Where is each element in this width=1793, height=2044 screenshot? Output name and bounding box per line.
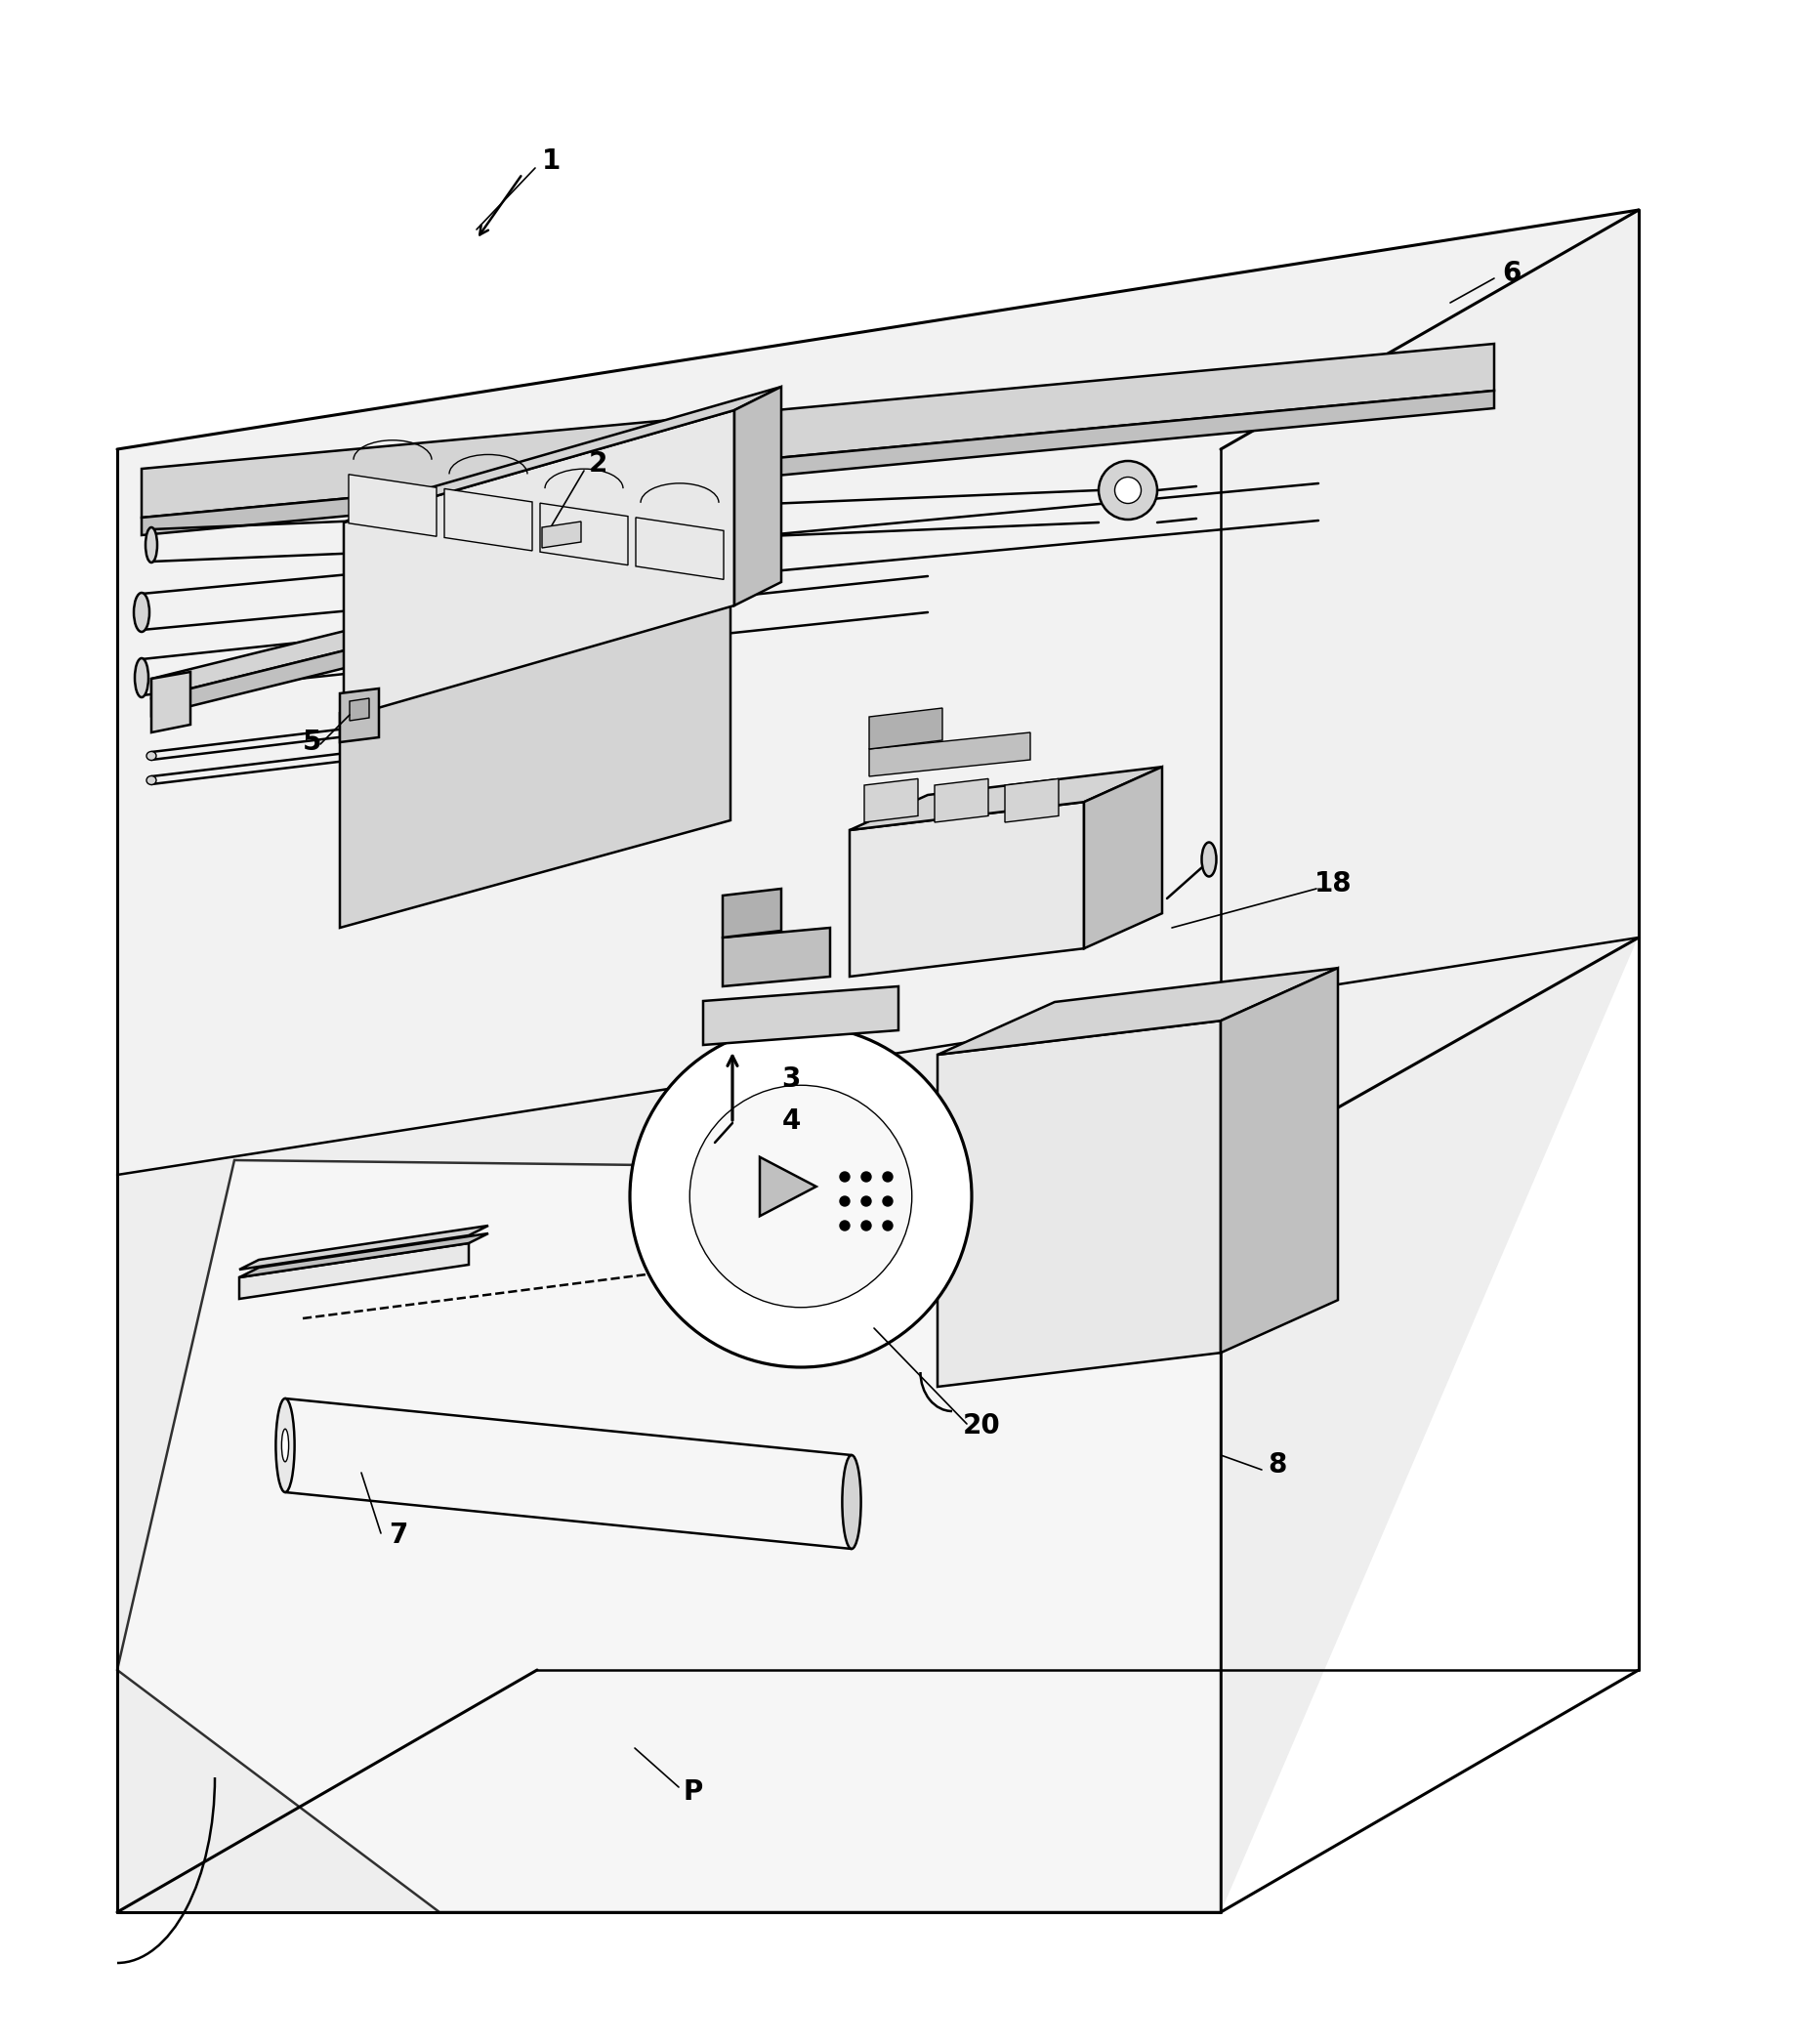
Text: P: P xyxy=(683,1778,703,1805)
Polygon shape xyxy=(1221,969,1338,1353)
Text: 5: 5 xyxy=(303,728,323,756)
Circle shape xyxy=(1115,476,1140,503)
Text: 6: 6 xyxy=(1503,260,1520,286)
Polygon shape xyxy=(938,969,1338,1055)
Polygon shape xyxy=(238,1226,488,1269)
Polygon shape xyxy=(1004,779,1058,822)
Circle shape xyxy=(1099,462,1156,519)
Polygon shape xyxy=(938,1020,1221,1386)
Polygon shape xyxy=(723,889,782,938)
Circle shape xyxy=(861,1196,871,1206)
Polygon shape xyxy=(1085,766,1162,948)
Circle shape xyxy=(839,1220,850,1230)
Polygon shape xyxy=(870,732,1031,777)
Circle shape xyxy=(882,1171,893,1181)
Circle shape xyxy=(882,1196,893,1206)
Polygon shape xyxy=(934,779,988,822)
Text: 8: 8 xyxy=(1268,1451,1287,1478)
Polygon shape xyxy=(703,987,898,1044)
Text: 4: 4 xyxy=(782,1108,800,1134)
Polygon shape xyxy=(238,1243,468,1298)
Polygon shape xyxy=(864,779,918,822)
Polygon shape xyxy=(117,936,1639,1911)
Polygon shape xyxy=(238,1233,488,1278)
Text: 20: 20 xyxy=(963,1412,1000,1439)
Ellipse shape xyxy=(145,527,158,562)
Circle shape xyxy=(861,1171,871,1181)
Polygon shape xyxy=(341,689,378,742)
Ellipse shape xyxy=(843,1455,861,1549)
Polygon shape xyxy=(541,521,581,548)
Polygon shape xyxy=(540,503,628,564)
Polygon shape xyxy=(760,1157,816,1216)
Polygon shape xyxy=(445,489,533,550)
Ellipse shape xyxy=(147,752,156,760)
Text: 2: 2 xyxy=(588,450,608,478)
Ellipse shape xyxy=(147,777,156,785)
Ellipse shape xyxy=(282,1429,289,1461)
Circle shape xyxy=(690,1085,913,1308)
Polygon shape xyxy=(850,801,1085,977)
Text: 1: 1 xyxy=(541,147,561,176)
Polygon shape xyxy=(151,566,606,699)
Text: 7: 7 xyxy=(389,1521,407,1549)
Circle shape xyxy=(629,1026,972,1367)
Polygon shape xyxy=(870,707,943,748)
Circle shape xyxy=(839,1171,850,1181)
Text: 3: 3 xyxy=(782,1065,800,1094)
Polygon shape xyxy=(142,390,1494,536)
Circle shape xyxy=(839,1196,850,1206)
Polygon shape xyxy=(350,699,369,722)
Polygon shape xyxy=(344,386,782,523)
Ellipse shape xyxy=(276,1398,294,1492)
Ellipse shape xyxy=(1201,842,1216,877)
Polygon shape xyxy=(348,474,436,536)
Polygon shape xyxy=(723,928,830,987)
Polygon shape xyxy=(637,517,724,578)
Polygon shape xyxy=(735,386,782,605)
Ellipse shape xyxy=(134,593,149,632)
Polygon shape xyxy=(117,211,1639,1175)
Polygon shape xyxy=(142,343,1494,517)
Polygon shape xyxy=(344,411,735,717)
Polygon shape xyxy=(850,766,1162,830)
Polygon shape xyxy=(151,587,606,715)
Ellipse shape xyxy=(134,658,149,697)
Polygon shape xyxy=(1221,211,1639,1171)
Polygon shape xyxy=(341,605,730,928)
Circle shape xyxy=(861,1220,871,1230)
Polygon shape xyxy=(117,1161,1221,1911)
Circle shape xyxy=(882,1220,893,1230)
Polygon shape xyxy=(151,672,190,732)
Text: 18: 18 xyxy=(1314,871,1352,897)
